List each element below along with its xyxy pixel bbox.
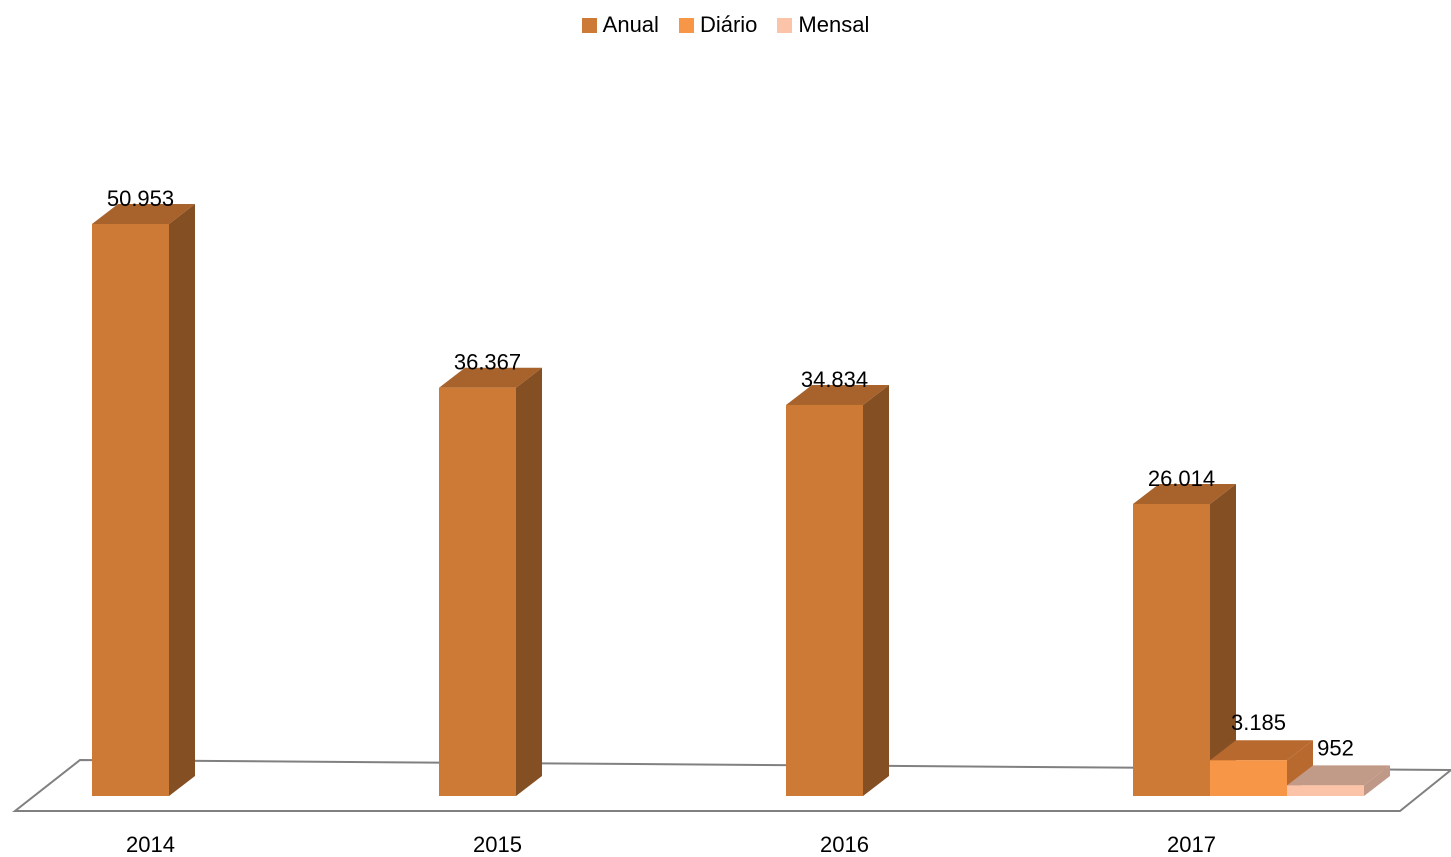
labels-group: 50.953 36.367 34.834 26.014 3.185 952: [107, 186, 1354, 760]
legend-item-diario: Diário: [678, 12, 758, 38]
bar-top-face: [1133, 483, 1236, 504]
x-axis-ticks: 2014 2015 2016 2017: [126, 832, 1216, 857]
data-label: 952: [1317, 735, 1354, 760]
legend: Anual Diário Mensal: [0, 10, 1451, 40]
bar-top-face: [786, 384, 889, 405]
bar-side-face: [169, 204, 195, 796]
x-tick-label: 2015: [473, 832, 522, 857]
legend-label-anual: Anual: [602, 12, 659, 37]
bar-top-face: [92, 204, 195, 224]
legend-swatch-diario: [678, 17, 694, 33]
bar-anual-2014: [92, 204, 195, 796]
bar-top-face: [439, 367, 542, 388]
legend-item-mensal: Mensal: [777, 12, 869, 38]
bar-anual-2016: [786, 384, 889, 796]
chart-floor: [12, 758, 1451, 812]
bar-front-face: [1133, 503, 1210, 796]
legend-item-anual: Anual: [581, 12, 659, 38]
bar-front-face: [786, 404, 863, 796]
bar-front-face: [1287, 785, 1364, 796]
bar-anual-2015: [439, 367, 542, 796]
bar-side-face: [1210, 483, 1236, 796]
x-tick-label: 2014: [126, 832, 175, 857]
bar-dirio-2017: [1210, 740, 1313, 796]
bar-front-face: [92, 224, 169, 796]
legend-label-diario: Diário: [699, 12, 758, 37]
bar-front-face: [439, 387, 516, 796]
bar-front-face: [1210, 760, 1287, 796]
bar-mensal-2017: [1287, 765, 1390, 796]
bar-side-face: [863, 384, 889, 796]
x-tick-label: 2016: [820, 832, 869, 857]
data-label: 34.834: [801, 367, 868, 392]
legend-swatch-anual: [581, 17, 597, 33]
x-tick-label: 2017: [1167, 832, 1216, 857]
bar-top-face: [1210, 740, 1313, 761]
legend-label-mensal: Mensal: [798, 12, 870, 37]
bar-anual-2017: [1133, 483, 1236, 796]
bars-group: [92, 204, 1390, 796]
bar-side-face: [516, 367, 542, 796]
data-label: 3.185: [1231, 710, 1286, 735]
data-label: 36.367: [454, 350, 521, 375]
bar-top-face: [1287, 765, 1390, 786]
legend-swatch-mensal: [777, 17, 793, 33]
data-label: 26.014: [1148, 466, 1215, 491]
data-label: 50.953: [107, 186, 174, 211]
bar-side-face: [1364, 765, 1390, 796]
